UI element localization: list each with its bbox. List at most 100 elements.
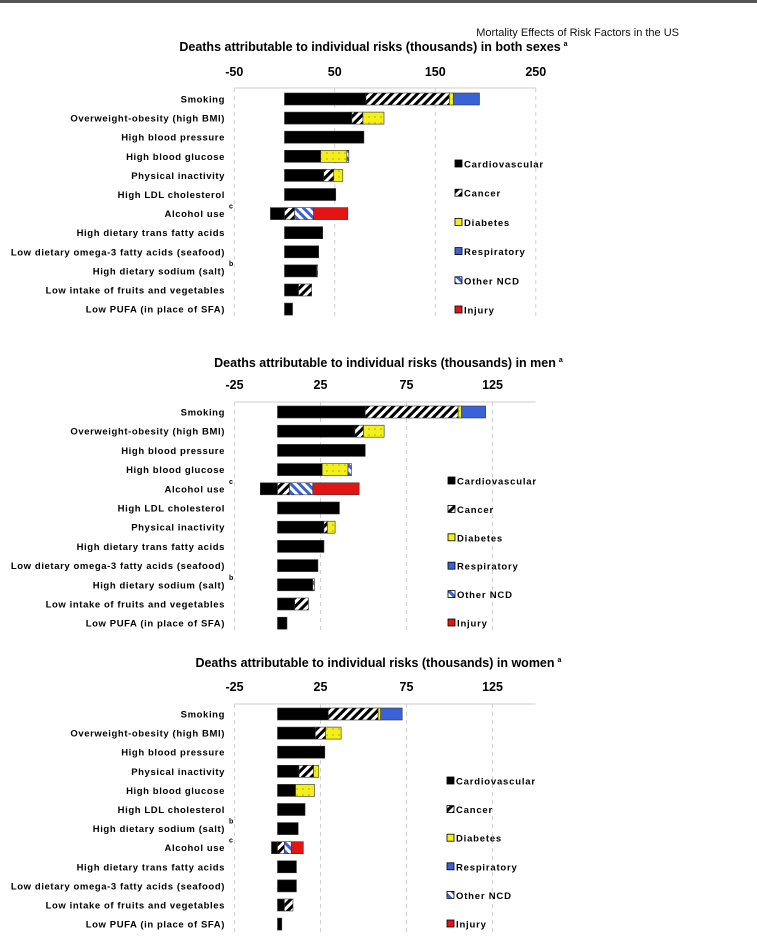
- bar-segment-cardiovascular: [277, 784, 296, 797]
- category-label: Low intake of fruits and vegetables: [46, 600, 225, 611]
- bar-segment-cardiovascular-negative: [259, 482, 278, 496]
- bar-segment-other-ncd: [312, 578, 315, 592]
- bar-segment-injury: [313, 207, 349, 220]
- legend-swatch-injury: [454, 305, 463, 314]
- category-label: High blood glucose: [126, 152, 225, 163]
- category-label: High blood glucose: [126, 786, 225, 797]
- legend-label: Diabetes: [457, 533, 503, 544]
- category-label: Low dietary omega-3 fatty acids (seafood…: [11, 561, 225, 572]
- bar-segment-cancer: [284, 898, 294, 912]
- bar-segment-cardiovascular: [284, 169, 324, 182]
- x-tick-label: -25: [225, 378, 243, 392]
- bar-segment-injury: [290, 841, 304, 855]
- x-tick-label: 50: [328, 65, 342, 79]
- category-label: High dietary trans fatty acids: [77, 542, 225, 553]
- bar-segment-cancer: [315, 726, 326, 740]
- bar-segment-diabetes: [295, 784, 315, 797]
- bar-segment-respiratory: [453, 92, 480, 106]
- bar-segment-cancer: [354, 424, 364, 438]
- category-label: High LDL cholesterol: [118, 190, 225, 201]
- category-label: Low intake of fruits and vegetables: [46, 286, 225, 297]
- legend-label: Respiratory: [464, 247, 526, 258]
- legend-label: Other NCD: [456, 891, 512, 902]
- legend-swatch-other-ncd: [454, 276, 463, 285]
- bar-segment-cardiovascular: [277, 707, 329, 721]
- title-superscript: a: [564, 41, 568, 48]
- category-label: High dietary sodium (salt): [93, 824, 225, 835]
- bar-segment-other-ncd: [347, 463, 352, 476]
- legend-label: Cancer: [457, 505, 494, 516]
- legend-label: Cancer: [464, 189, 501, 200]
- legend-label: Diabetes: [464, 218, 510, 229]
- legend-swatch-injury: [447, 618, 456, 627]
- top-border: [0, 0, 757, 3]
- bar-segment-respiratory: [380, 707, 403, 721]
- category-label: High dietary trans fatty acids: [77, 862, 225, 873]
- x-tick-label: 150: [425, 65, 446, 79]
- bar-segment-cardiovascular: [284, 302, 293, 316]
- legend-label: Other NCD: [464, 276, 520, 287]
- bar-segment-diabetes: [449, 92, 454, 106]
- legend-label: Respiratory: [456, 862, 518, 873]
- label-superscript: b: [229, 261, 233, 268]
- bar-segment-cardiovascular: [284, 111, 353, 125]
- legend-swatch-respiratory: [454, 247, 463, 256]
- bar-segment-cancer: [284, 207, 295, 220]
- x-tick-label: 125: [482, 378, 503, 392]
- legend-swatch-respiratory: [447, 561, 456, 570]
- x-tick-label: 25: [314, 378, 328, 392]
- bar-segment-cancer: [364, 405, 459, 419]
- x-tick-label: -50: [225, 65, 243, 79]
- chart-1: Deaths attributable to individual risks …: [11, 356, 563, 632]
- category-label: Low PUFA (in place of SFA): [86, 619, 225, 630]
- bar-segment-diabetes: [327, 520, 336, 534]
- bar-segment-cardiovascular: [277, 898, 285, 912]
- bar-segment-cardiovascular: [277, 520, 325, 534]
- bar-segment-cancer: [277, 841, 285, 855]
- category-label: High dietary trans fatty acids: [77, 228, 225, 239]
- bar-segment-cardiovascular: [284, 188, 337, 201]
- bar-segment-diabetes: [325, 726, 342, 740]
- running-head: Mortality Effects of Risk Factors in the…: [476, 27, 679, 39]
- label-superscript: b: [229, 819, 233, 826]
- label-superscript: b: [229, 575, 233, 582]
- legend-swatch-cardiovascular: [446, 776, 455, 785]
- bar-segment-diabetes: [362, 111, 385, 125]
- category-label: Smoking: [181, 408, 225, 419]
- bar-segment-diabetes: [313, 764, 320, 778]
- category-label: Low PUFA (in place of SFA): [86, 920, 225, 931]
- bar-segment-other-ncd: [289, 482, 314, 496]
- x-tick-label: 125: [482, 680, 503, 694]
- category-label: Alcohol use: [165, 209, 225, 220]
- title-superscript: a: [559, 357, 563, 364]
- category-label: Overweight-obesity (high BMI): [70, 729, 225, 740]
- bar-segment-cardiovascular: [284, 130, 365, 144]
- legend-swatch-cancer: [454, 188, 463, 197]
- bar-segment-cardiovascular: [277, 803, 306, 816]
- bar-segment-other-ncd: [316, 264, 318, 278]
- bar-segment-cardiovascular: [277, 879, 297, 893]
- bar-segment-cancer: [327, 707, 379, 721]
- bar-segment-diabetes: [320, 150, 348, 163]
- bar-segment-cancer: [298, 764, 314, 778]
- bar-segment-cardiovascular: [277, 405, 366, 419]
- bar-segment-cardiovascular: [277, 463, 323, 476]
- category-label: High blood pressure: [121, 133, 225, 144]
- bar-segment-cardiovascular: [277, 745, 326, 759]
- category-label: High blood pressure: [121, 446, 225, 457]
- bar-segment-diabetes: [377, 707, 381, 721]
- legend-swatch-other-ncd: [446, 891, 455, 899]
- bar-segment-cardiovascular: [277, 597, 296, 611]
- bar-segment-cardiovascular: [284, 226, 323, 239]
- legend-swatch-cardiovascular: [447, 476, 456, 485]
- bar-segment-diabetes: [457, 405, 462, 419]
- bar-segment-cardiovascular: [284, 264, 317, 278]
- bar-segment-diabetes: [363, 424, 385, 438]
- bar-segment-cancer: [298, 283, 312, 297]
- chart-title: Deaths attributable to individual risks …: [195, 656, 554, 670]
- category-label: Physical inactivity: [131, 523, 225, 534]
- title-superscript: a: [558, 657, 562, 664]
- chart-title: Deaths attributable to individual risks …: [179, 40, 560, 54]
- category-label: Alcohol use: [165, 843, 225, 854]
